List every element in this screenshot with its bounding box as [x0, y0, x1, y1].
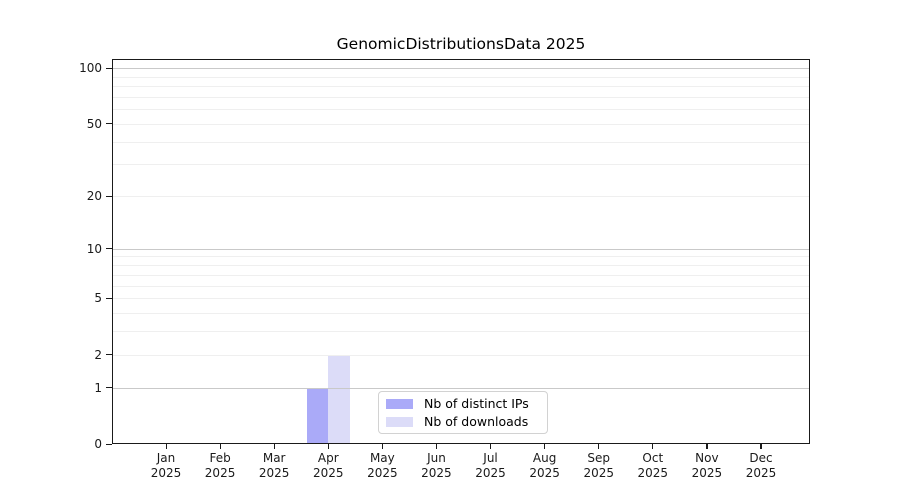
y-tick-label-1: 1: [94, 380, 102, 395]
x-label-year: 2025: [367, 466, 398, 480]
x-tick-label-jul: Jul 2025: [463, 451, 519, 481]
x-label-year: 2025: [150, 466, 182, 480]
x-tick-jun: [435, 444, 438, 449]
y-tick-2: [106, 354, 112, 356]
x-tick-label-jun: Jun 2025: [408, 451, 464, 481]
legend-label-1: Nb of downloads: [424, 414, 529, 429]
y-tick-0: [106, 443, 112, 445]
y-tick-20: [106, 195, 112, 197]
x-tick-label-may: May 2025: [354, 451, 410, 481]
gridline-y-70: [113, 96, 809, 98]
gridline-y-4: [113, 312, 809, 314]
x-label-year: 2025: [745, 466, 777, 480]
plot-area: [112, 59, 810, 444]
x-tick-aug: [544, 444, 546, 449]
x-tick-label-dec: Dec 2025: [733, 451, 789, 481]
x-tick-label-sep: Sep 2025: [571, 451, 627, 481]
x-label-month: May: [369, 451, 395, 465]
y-tick-label-10: 10: [86, 241, 102, 256]
x-tick-label-nov: Nov 2025: [679, 451, 735, 481]
legend-item-distinct-ips: Nb of distinct IPs: [386, 396, 541, 411]
gridline-y-40: [113, 141, 809, 143]
x-label-year: 2025: [637, 466, 669, 480]
x-tick-nov: [706, 444, 708, 449]
x-label-month: Jun: [427, 451, 446, 465]
y-tick-label-100: 100: [79, 61, 102, 76]
x-tick-label-oct: Oct 2025: [625, 451, 681, 481]
x-tick-label-feb: Feb 2025: [192, 451, 248, 481]
x-tick-feb: [219, 444, 221, 449]
legend-swatch-1: [386, 416, 413, 427]
y-tick-label-50: 50: [86, 116, 102, 131]
x-label-month: Sep: [587, 451, 611, 465]
x-label-year: 2025: [583, 466, 614, 480]
chart-title: GenomicDistributionsData 2025: [336, 35, 586, 53]
y-tick-100: [106, 67, 112, 69]
x-label-month: Aug: [532, 451, 557, 465]
bar-apr-series0: [306, 387, 329, 443]
gridline-y-90: [113, 76, 809, 78]
gridline-y-5: [113, 298, 809, 300]
gridline-y-50: [113, 123, 809, 125]
y-tick-1: [106, 387, 112, 389]
x-tick-label-apr: Apr 2025: [300, 451, 356, 481]
gridline-y-80: [113, 86, 809, 88]
x-label-year: 2025: [475, 466, 506, 480]
x-label-year: 2025: [258, 466, 290, 480]
x-label-month: Feb: [209, 451, 231, 465]
x-tick-oct: [652, 444, 654, 449]
gridline-y-9: [113, 256, 809, 258]
y-tick-label-5: 5: [94, 291, 102, 306]
x-label-year: 2025: [691, 466, 723, 480]
x-tick-label-mar: Mar 2025: [246, 451, 302, 481]
y-tick-5: [106, 297, 112, 299]
x-label-month: Nov: [695, 451, 719, 465]
y-tick-10: [106, 248, 112, 250]
gridline-y-6: [113, 285, 809, 287]
x-tick-may: [381, 444, 384, 449]
y-tick-50: [106, 123, 112, 125]
gridline-y-8: [113, 265, 809, 267]
x-label-month: Mar: [262, 451, 286, 465]
x-label-year: 2025: [312, 466, 344, 480]
y-tick-label-20: 20: [86, 189, 102, 204]
legend-label-0: Nb of distinct IPs: [424, 396, 529, 411]
gridline-y-60: [113, 109, 809, 111]
x-label-year: 2025: [204, 466, 236, 480]
x-label-year: 2025: [421, 466, 452, 480]
bar-apr-series1: [328, 354, 350, 443]
x-tick-apr: [327, 444, 329, 449]
x-tick-label-jan: Jan 2025: [138, 451, 194, 481]
x-label-month: Jul: [483, 451, 498, 465]
x-label-year: 2025: [529, 466, 560, 480]
gridline-y-2: [113, 354, 809, 356]
gridline-y-7: [113, 274, 809, 276]
y-tick-label-0: 0: [94, 437, 102, 451]
legend: Nb of distinct IPs Nb of downloads: [378, 391, 548, 434]
legend-swatch-0: [386, 398, 413, 409]
gridline-y-1: [113, 387, 809, 389]
x-tick-sep: [598, 444, 600, 449]
x-tick-label-aug: Aug 2025: [517, 451, 573, 481]
y-tick-label-2: 2: [94, 347, 102, 362]
gridline-y-20: [113, 196, 809, 198]
x-tick-jan: [165, 444, 167, 449]
x-tick-mar: [273, 444, 275, 449]
x-label-month: Jan: [156, 451, 176, 465]
x-label-month: Oct: [642, 451, 664, 465]
gridline-y-100: [113, 68, 809, 70]
x-tick-jul: [490, 444, 492, 449]
gridline-y-3: [113, 331, 809, 333]
x-label-month: Apr: [317, 451, 339, 465]
gridline-y-10: [113, 248, 809, 250]
legend-item-downloads: Nb of downloads: [386, 414, 541, 429]
x-label-month: Dec: [749, 451, 773, 465]
x-tick-dec: [760, 444, 762, 449]
gridline-y-30: [113, 164, 809, 166]
